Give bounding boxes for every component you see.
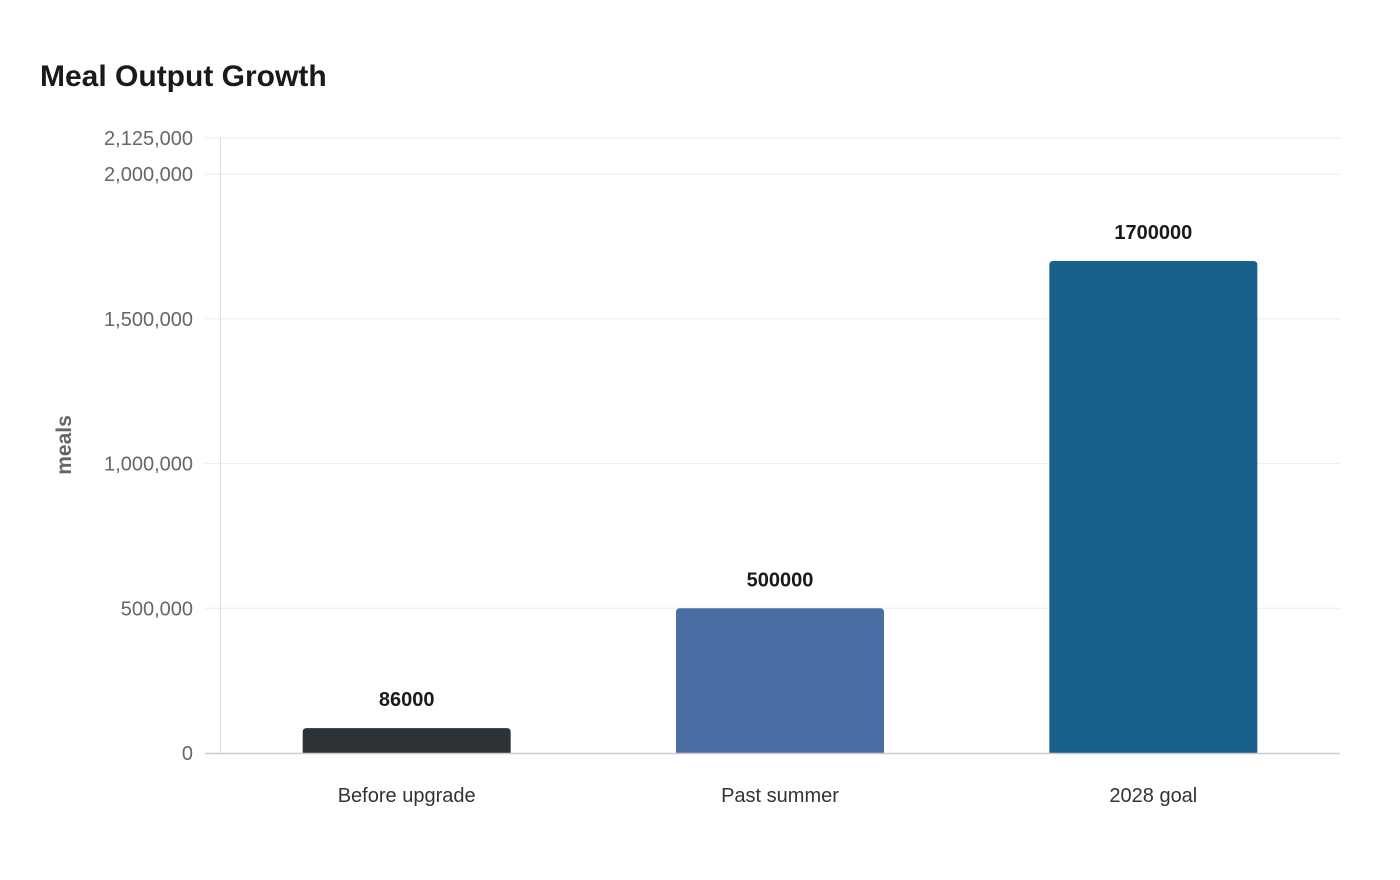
y-axis-title: meals <box>53 415 76 475</box>
bar <box>676 608 884 753</box>
bar <box>302 728 511 753</box>
y-tick-label: 2,000,000 <box>104 164 193 186</box>
x-tick-label: Past summer <box>721 785 839 807</box>
y-tick-label: 2,125,000 <box>104 128 193 150</box>
bar <box>1049 261 1258 753</box>
x-tick-label: 2028 goal <box>1109 785 1197 807</box>
y-tick-label: 1,000,000 <box>104 454 193 476</box>
y-tick-label: 0 <box>182 743 193 765</box>
y-tick-label: 1,500,000 <box>104 309 193 331</box>
data-label: 1700000 <box>1114 222 1192 244</box>
y-tick-label: 500,000 <box>121 598 193 620</box>
x-tick-label: Before upgrade <box>338 785 476 807</box>
data-label: 86000 <box>379 689 435 711</box>
chart-title: Meal Output Growth <box>40 60 327 93</box>
data-label: 500000 <box>747 569 814 591</box>
